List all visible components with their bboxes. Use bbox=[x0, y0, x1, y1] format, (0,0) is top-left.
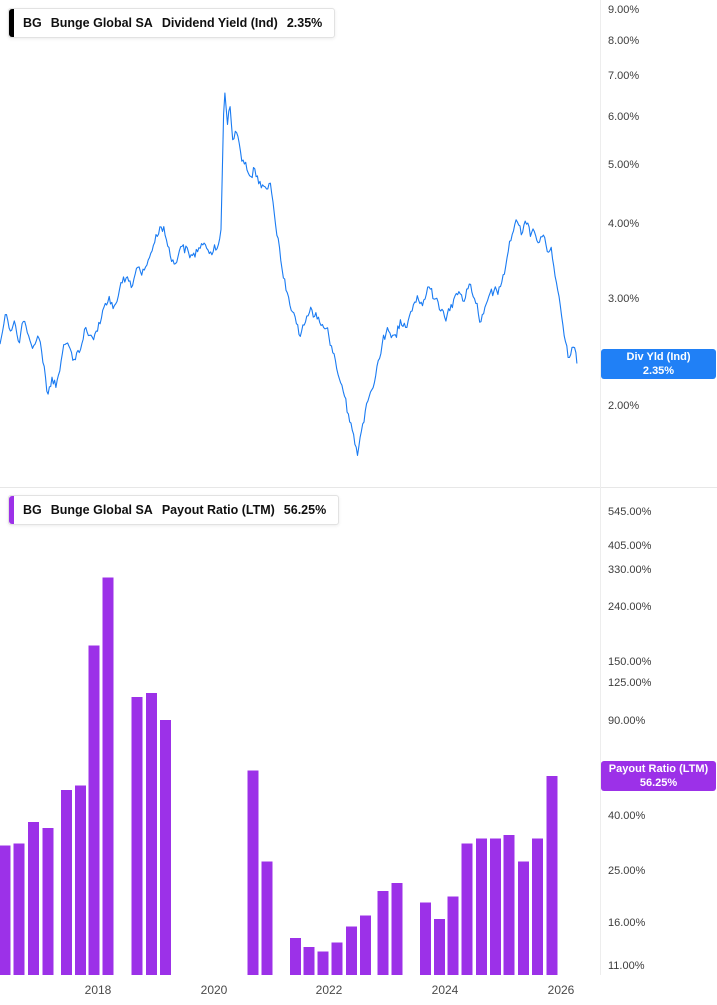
y-axis-tick-label: 4.00% bbox=[608, 218, 640, 230]
payout-ratio-bar-chart[interactable] bbox=[0, 487, 600, 975]
y-axis-tick-label: 2.00% bbox=[608, 400, 640, 412]
panel-divider[interactable] bbox=[0, 487, 717, 488]
dividend-yield-series-line bbox=[0, 92, 578, 456]
metric-value-label: 56.25% bbox=[283, 503, 327, 517]
y-axis-tick-label: 125.00% bbox=[608, 677, 652, 689]
y-axis-right[interactable]: Div Yld (Ind) 2.35% Payout Ratio (LTM) 5… bbox=[601, 0, 717, 1005]
payout-ratio-bar[interactable] bbox=[331, 942, 343, 975]
y-axis-tick-label: 11.00% bbox=[608, 960, 645, 972]
payout-ratio-bar[interactable] bbox=[419, 902, 431, 975]
payout-ratio-bar[interactable] bbox=[317, 951, 329, 975]
tag-metric-label: Div Yld (Ind) bbox=[626, 350, 691, 363]
payout-ratio-bar[interactable] bbox=[102, 577, 114, 975]
x-axis-tick-label: 2022 bbox=[315, 983, 343, 997]
payout-ratio-bar[interactable] bbox=[247, 770, 259, 975]
payout-ratio-bar[interactable] bbox=[131, 697, 143, 975]
x-axis-tick-label: 2024 bbox=[431, 983, 459, 997]
payout-ratio-bar[interactable] bbox=[476, 838, 487, 975]
series-color-bar bbox=[9, 9, 14, 37]
ticker-label: BG bbox=[23, 503, 42, 517]
y-axis-tick-label: 8.00% bbox=[608, 35, 640, 47]
y-axis-tick-label: 40.00% bbox=[608, 810, 646, 822]
y-axis-tick-label: 9.00% bbox=[608, 4, 640, 16]
payout-ratio-chart-area[interactable] bbox=[0, 487, 600, 975]
payout-ratio-bar[interactable] bbox=[303, 946, 315, 975]
y-axis-tick-label: 5.00% bbox=[608, 159, 640, 171]
y-axis-tick-label: 330.00% bbox=[608, 564, 652, 576]
y-axis-tick-label: 3.00% bbox=[608, 293, 640, 305]
x-axis-tick-label: 2026 bbox=[547, 983, 575, 997]
y-axis-tick-label: 6.00% bbox=[608, 111, 640, 123]
y-axis-tick-label: 90.00% bbox=[608, 715, 646, 727]
y-axis-tick-label: 25.00% bbox=[608, 865, 646, 877]
y-axis-tick-label: 16.00% bbox=[608, 917, 646, 929]
payout-ratio-bar[interactable] bbox=[13, 843, 25, 975]
payout-ratio-bar[interactable] bbox=[377, 890, 389, 975]
company-name-label: Bunge Global SA bbox=[50, 503, 153, 517]
dividend-yield-chart-area[interactable] bbox=[0, 0, 600, 487]
y-axis-tick-label: 7.00% bbox=[608, 70, 640, 82]
payout-ratio-bar[interactable] bbox=[261, 861, 273, 975]
payout-ratio-bar[interactable] bbox=[42, 828, 54, 975]
tag-value-label: 2.35% bbox=[642, 365, 675, 377]
payout-ratio-bar[interactable] bbox=[433, 919, 445, 975]
company-name-label: Bunge Global SA bbox=[50, 16, 153, 30]
payout-ratio-bar[interactable] bbox=[28, 821, 39, 975]
x-axis-tick-label: 2018 bbox=[84, 983, 112, 997]
y-axis-tick-label: 150.00% bbox=[608, 656, 652, 668]
metric-name-label: Dividend Yield (Ind) bbox=[161, 16, 278, 30]
payout-ratio-bar[interactable] bbox=[289, 938, 301, 975]
x-axis-tick-label: 2020 bbox=[200, 983, 228, 997]
payout-ratio-bar[interactable] bbox=[503, 834, 515, 975]
metric-value-label: 2.35% bbox=[286, 16, 323, 30]
payout-ratio-bar[interactable] bbox=[359, 915, 371, 976]
payout-ratio-bar[interactable] bbox=[546, 776, 558, 975]
payout-ratio-bar[interactable] bbox=[489, 838, 501, 975]
tag-value-label: 56.25% bbox=[639, 777, 678, 789]
series-legend-payout-ratio[interactable]: BG Bunge Global SA Payout Ratio (LTM) 56… bbox=[8, 495, 340, 525]
payout-ratio-bar[interactable] bbox=[461, 843, 473, 975]
y-axis-tick-label: 405.00% bbox=[608, 540, 652, 552]
y-axis-tick-label: 545.00% bbox=[608, 506, 652, 518]
dividend-yield-line-chart[interactable] bbox=[0, 0, 600, 487]
y-axis-separator bbox=[600, 0, 601, 975]
y-axis-tick-label: 240.00% bbox=[608, 601, 652, 613]
payout-ratio-bar[interactable] bbox=[145, 692, 157, 975]
payout-ratio-bar[interactable] bbox=[61, 789, 72, 975]
payout-ratio-bar[interactable] bbox=[532, 838, 544, 975]
payout-ratio-bar[interactable] bbox=[159, 720, 171, 975]
tag-metric-label: Payout Ratio (LTM) bbox=[608, 762, 709, 775]
payout-ratio-bar[interactable] bbox=[447, 896, 459, 975]
last-value-tag-payout-ratio: Payout Ratio (LTM) 56.25% bbox=[601, 761, 716, 791]
payout-ratio-bar[interactable] bbox=[345, 926, 357, 975]
payout-ratio-bar[interactable] bbox=[518, 861, 530, 975]
payout-ratio-bar[interactable] bbox=[0, 845, 11, 975]
payout-ratio-bar[interactable] bbox=[74, 785, 86, 975]
series-color-bar bbox=[9, 496, 14, 524]
series-legend-dividend-yield[interactable]: BG Bunge Global SA Dividend Yield (Ind) … bbox=[8, 8, 336, 38]
ticker-label: BG bbox=[23, 16, 42, 30]
last-value-tag-dividend-yield: Div Yld (Ind) 2.35% bbox=[601, 349, 716, 379]
metric-name-label: Payout Ratio (LTM) bbox=[161, 503, 275, 517]
x-axis-time[interactable]: 2018 2020 2022 2024 2026 bbox=[0, 975, 600, 1005]
payout-ratio-bar[interactable] bbox=[391, 882, 403, 975]
payout-ratio-bar[interactable] bbox=[88, 645, 100, 975]
